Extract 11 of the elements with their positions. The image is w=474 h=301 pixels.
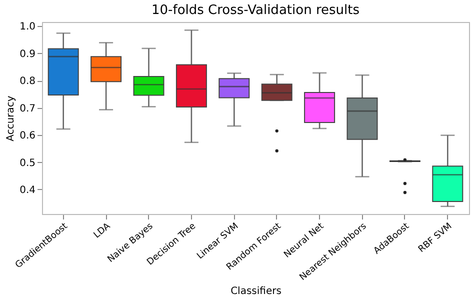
y-tick-label: 0.4 bbox=[20, 184, 36, 196]
y-tick-label: 0.6 bbox=[20, 130, 36, 142]
x-axis-title: Classifiers bbox=[230, 286, 282, 298]
y-tick-label: 0.8 bbox=[20, 76, 36, 88]
y-tick-label: 1.0 bbox=[20, 22, 36, 33]
x-tick-label: LDA bbox=[92, 220, 114, 241]
y-tick-label: 0.7 bbox=[20, 103, 36, 114]
y-tick-label: 0.9 bbox=[20, 48, 36, 60]
y-tick-label: 0.5 bbox=[20, 158, 36, 169]
y-axis-title: Accuracy bbox=[6, 96, 17, 142]
chart-title: 10-folds Cross-Validation results bbox=[152, 3, 360, 18]
